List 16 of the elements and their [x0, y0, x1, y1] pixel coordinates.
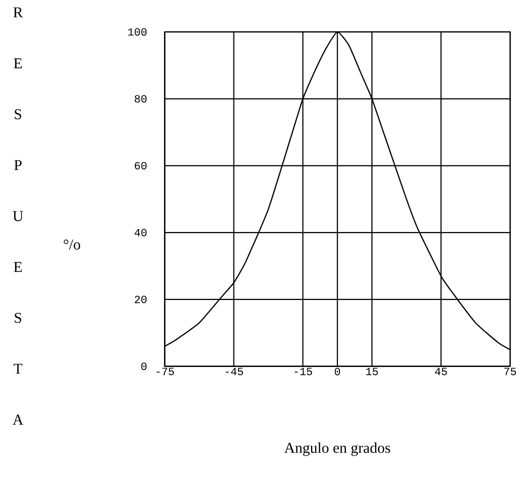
y-tick-label: 60: [134, 162, 147, 170]
text: RESPUESTA: [12, 7, 24, 425]
x-tick-label: -15: [294, 368, 312, 376]
x-axis-title: Angulo en grados: [284, 442, 390, 456]
y-tick-label: 0: [141, 362, 147, 370]
y-tick-label: 40: [134, 228, 147, 236]
x-tick-label: 0: [334, 368, 340, 376]
y-tick-label: 100: [128, 28, 147, 36]
x-tick-label: -75: [156, 368, 174, 376]
y-tick-label: 20: [134, 296, 147, 304]
x-tick-label: 75: [504, 368, 516, 376]
x-tick-label: -45: [226, 368, 243, 376]
y-tick-label: 80: [134, 95, 147, 102]
x-tick-label: 15: [366, 368, 378, 376]
text: °/o: [64, 239, 80, 250]
x-tick-label: 45: [434, 368, 447, 376]
